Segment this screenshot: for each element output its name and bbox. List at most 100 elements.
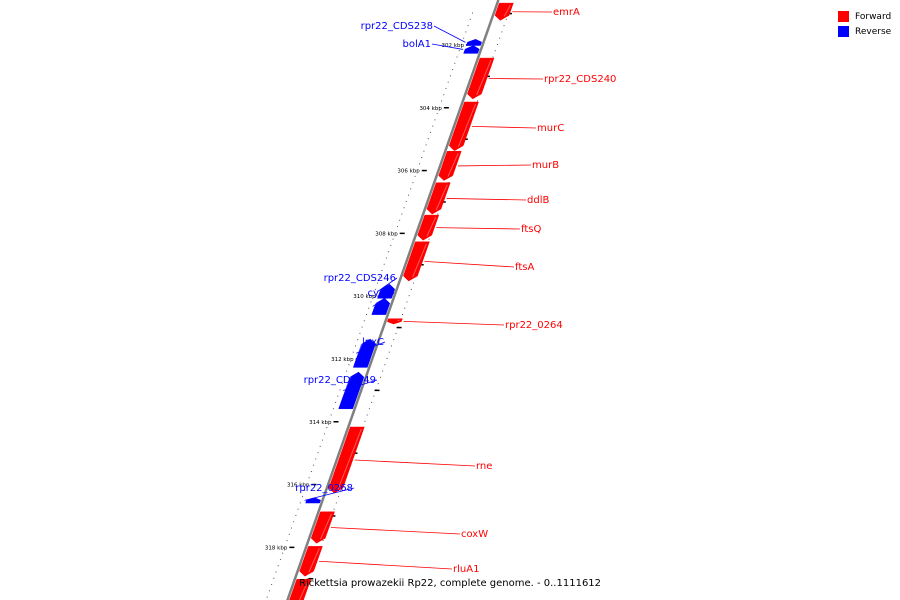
minor-tick-left bbox=[354, 345, 356, 347]
gene-arrow-rpr22-cds240 bbox=[467, 57, 495, 100]
gene-arrow-ddlb bbox=[426, 182, 451, 215]
minor-tick-left bbox=[284, 546, 286, 548]
tick-marks: 302 kbp 304 kbp 306 kbp 308 kbp 310 kbp 312 k… bbox=[265, 12, 512, 598]
minor-tick-left bbox=[441, 100, 443, 102]
minor-tick-right bbox=[402, 314, 404, 315]
minor-tick-left bbox=[392, 238, 394, 240]
minor-tick-left bbox=[460, 43, 462, 45]
gene-label-rpr22-0264: rpr22_0264 bbox=[505, 320, 563, 331]
gene-label-rne: rne bbox=[476, 461, 492, 472]
minor-tick-left bbox=[273, 577, 275, 579]
minor-tick-left bbox=[324, 433, 326, 435]
axis-tick-label: 318 kbp bbox=[265, 545, 288, 551]
minor-tick-right bbox=[499, 37, 501, 39]
minor-tick-left bbox=[328, 420, 330, 422]
minor-tick-right bbox=[393, 339, 395, 341]
gene-label-leader bbox=[330, 527, 461, 535]
gene-label-rpr22-cds238: rpr22_CDS238 bbox=[361, 21, 433, 32]
minor-tick-left bbox=[421, 157, 423, 158]
axis-tick-label: 302 kbp bbox=[442, 43, 465, 49]
minor-tick-left bbox=[381, 270, 383, 272]
minor-tick-right bbox=[496, 43, 498, 45]
minor-tick-left bbox=[405, 200, 407, 202]
gene-arrow-highlight bbox=[463, 47, 467, 50]
minor-tick-left bbox=[288, 533, 290, 535]
gene-label-ddlb: ddlB bbox=[527, 195, 549, 206]
minor-tick-right bbox=[338, 496, 340, 498]
gene-arrow-cycm bbox=[371, 297, 391, 315]
legend-item-reverse: Reverse bbox=[838, 24, 891, 39]
gene-label-ftsa: ftsA bbox=[515, 262, 534, 273]
minor-tick-right bbox=[384, 364, 386, 366]
minor-tick-left bbox=[449, 75, 451, 77]
minor-tick-left bbox=[471, 12, 473, 14]
gene-arrow-rlua1 bbox=[299, 546, 323, 577]
minor-tick-left bbox=[403, 207, 405, 209]
legend-label-reverse: Reverse bbox=[855, 26, 892, 37]
minor-tick-right bbox=[322, 540, 324, 542]
minor-tick-left bbox=[282, 552, 284, 554]
gene-arrow-highlight bbox=[457, 103, 476, 147]
gene-label-leader bbox=[319, 560, 453, 570]
minor-tick-right bbox=[379, 376, 381, 378]
axis-tick-label: 308 kbp bbox=[375, 231, 398, 237]
minor-tick-right bbox=[368, 408, 370, 410]
gene-label-lpxc: lpxC bbox=[362, 337, 384, 348]
minor-tick-left bbox=[363, 320, 365, 322]
minor-tick-left bbox=[456, 56, 458, 58]
gene-label-bola1: bolA1 bbox=[403, 39, 431, 50]
legend-label-forward: Forward bbox=[855, 11, 892, 22]
gene-label-rpr22-cds249: rpr22_CDS249 bbox=[304, 375, 376, 386]
minor-tick-left bbox=[293, 521, 295, 523]
minor-tick-left bbox=[443, 94, 445, 96]
minor-tick-right bbox=[477, 100, 479, 102]
gene-label-leader bbox=[431, 43, 464, 50]
minor-tick-left bbox=[317, 452, 319, 454]
minor-tick-left bbox=[361, 326, 363, 328]
minor-tick-right bbox=[437, 213, 439, 215]
axis-tick-label: 316 kbp bbox=[287, 483, 310, 489]
gene-label-leader bbox=[446, 198, 527, 201]
minor-tick-left bbox=[332, 408, 334, 410]
minor-tick-right bbox=[494, 50, 496, 52]
minor-tick-right bbox=[382, 370, 384, 372]
legend-item-forward: Forward bbox=[838, 9, 891, 24]
minor-tick-left bbox=[290, 527, 292, 529]
gene-arrow-highlight bbox=[476, 59, 492, 96]
gene-arrow-rne bbox=[328, 426, 365, 494]
gene-label-emra: emrA bbox=[553, 7, 580, 18]
minor-tick-left bbox=[425, 144, 427, 146]
minor-tick-left bbox=[399, 219, 401, 221]
gene-label-coxw: coxW bbox=[461, 529, 488, 540]
minor-tick-right bbox=[404, 307, 406, 309]
minor-tick-left bbox=[419, 163, 421, 165]
gene-label-rpr22-cds246: rpr22_CDS246 bbox=[324, 273, 396, 284]
minor-tick-left bbox=[319, 445, 321, 447]
axis-tick-label: 304 kbp bbox=[419, 106, 442, 112]
minor-tick-right bbox=[335, 502, 337, 504]
minor-tick-left bbox=[268, 590, 270, 592]
gene-arrow-ftsa bbox=[403, 241, 430, 282]
gene-label-rlua1: rluA1 bbox=[453, 564, 479, 575]
minor-tick-left bbox=[396, 226, 398, 228]
minor-tick-right bbox=[428, 238, 430, 240]
minor-tick-left bbox=[313, 464, 315, 466]
minor-tick-left bbox=[295, 514, 297, 516]
gene-arrow-rpr22-cds238 bbox=[466, 39, 482, 46]
minor-tick-left bbox=[335, 401, 337, 403]
minor-tick-right bbox=[340, 489, 342, 491]
minor-tick-right bbox=[413, 282, 415, 284]
minor-tick-left bbox=[414, 175, 416, 177]
gene-label-leader bbox=[488, 78, 544, 80]
minor-tick-left bbox=[271, 584, 273, 586]
minor-tick-left bbox=[407, 194, 409, 196]
gene-arrow-emra bbox=[494, 2, 514, 21]
minor-tick-left bbox=[379, 276, 381, 278]
gene-arrow-highlight bbox=[447, 153, 459, 177]
minor-tick-left bbox=[374, 288, 376, 290]
gene-arrow-highlight bbox=[308, 548, 320, 573]
gene-arrow-ftsq bbox=[417, 214, 440, 241]
minor-tick-left bbox=[410, 188, 412, 190]
axis-tick-label: 306 kbp bbox=[397, 169, 420, 175]
minor-tick-right bbox=[505, 18, 507, 20]
